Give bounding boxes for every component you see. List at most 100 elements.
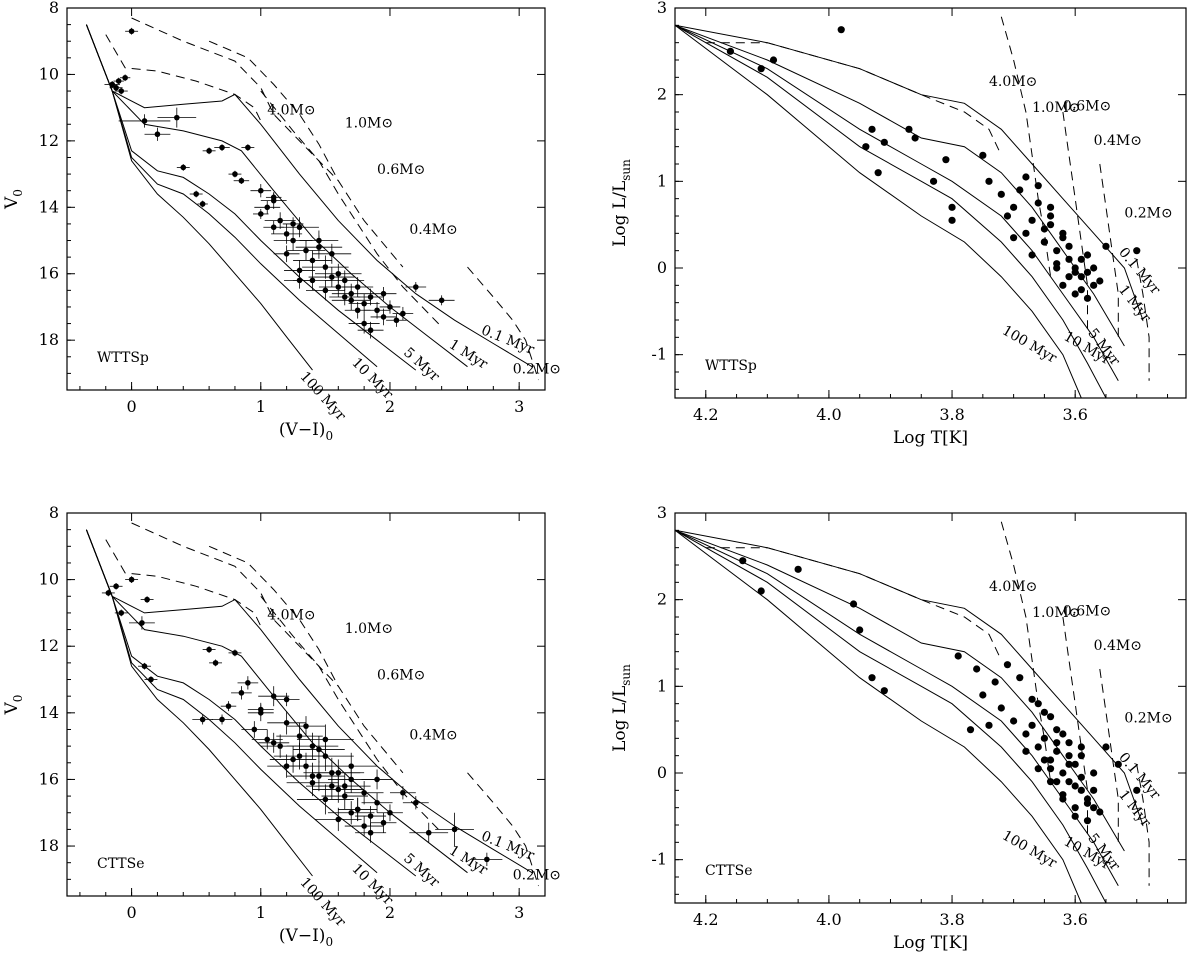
panel-1: 0 1 2 381012141618(V−I)0V04.0M⊙1.0M⊙0.6M⊙0.… — [2, 0, 561, 443]
panel-3-x-tick-label: 3 — [514, 903, 524, 922]
panel-1-data-point — [128, 28, 135, 35]
panel-1-data-point — [413, 284, 419, 290]
panel-4-data-point — [794, 565, 802, 573]
panel-2-data-point — [997, 190, 1005, 198]
panel-2-x-tick-label: 4.2 — [693, 405, 718, 424]
panel-2-mass-label: 4.0M⊙ — [989, 74, 1037, 90]
panel-3-mass-track-3 — [208, 545, 404, 774]
panel-2-data-point — [929, 177, 938, 185]
panel-4-data-point — [1071, 760, 1079, 768]
panel-1-data-point — [238, 177, 245, 184]
panel-4-data-point — [739, 557, 747, 565]
panel-2-data-point — [769, 56, 778, 64]
panel-3: 0 1 2 381012141618(V−I)0V04.0M⊙1.0M⊙0.6M⊙0.… — [2, 503, 561, 949]
panel-3-data-point — [144, 596, 150, 603]
panel-1-y-axis-label-sub: 0 — [11, 189, 25, 197]
panel-4-data-point — [1034, 700, 1042, 708]
panel-2-data-point — [1077, 255, 1085, 263]
panel-2-data-point — [1077, 273, 1085, 281]
panel-2-sample-label: WTTSp — [705, 358, 757, 374]
panel-2-data-point — [1010, 203, 1018, 211]
panel-3-data-point — [380, 819, 387, 826]
panel-1-data-point — [206, 148, 212, 154]
panel-1-data-point — [341, 277, 348, 284]
panel-2-data-point — [837, 26, 845, 34]
panel-1-mass-track-3 — [208, 40, 404, 268]
panel-3-data-point — [374, 776, 380, 783]
panel-4-data-point — [985, 721, 993, 729]
panel-2-data-point — [1022, 229, 1030, 237]
panel-3-data-point — [361, 789, 367, 796]
panel-1-y-axis-label: V0 — [2, 189, 25, 210]
panel-2-mass-track-3 — [1062, 111, 1088, 329]
panel-3-data-point — [264, 736, 271, 743]
panel-2-data-point — [942, 156, 950, 164]
panel-1-mass-label: 4.0M⊙ — [267, 102, 315, 118]
panel-3-data-point — [283, 720, 290, 726]
panel-3-isochrone-2 — [85, 529, 468, 874]
panel-4-data-point — [856, 626, 864, 634]
panel-3-data-point — [219, 716, 225, 723]
panel-3-data-point — [341, 783, 348, 789]
panel-4-data-point — [1096, 808, 1104, 816]
panel-3-data-point — [361, 823, 367, 829]
panel-4-data-point — [1065, 752, 1073, 760]
panel-4-mass-label: 4.0M⊙ — [989, 579, 1037, 595]
panel-2-data-point — [1102, 242, 1110, 250]
panel-3-data-point — [348, 763, 355, 769]
panel-2-data-point — [1133, 247, 1141, 255]
panel-3-data-point — [245, 680, 251, 686]
panel-1-mass-track-5 — [467, 266, 539, 381]
panel-4-data-point — [966, 726, 975, 734]
panel-2-data-point — [1065, 242, 1073, 250]
panel-2-data-point — [1059, 229, 1067, 237]
panel-2-data-point — [1028, 216, 1036, 224]
panel-3-data-point — [425, 829, 432, 836]
panel-1-mass-label: 1.0M⊙ — [345, 116, 393, 132]
panel-1-age-label: 100 Myr — [297, 369, 349, 425]
panel-3-points — [101, 576, 503, 867]
panel-3-x-axis-label-sub: 0 — [325, 935, 333, 949]
panel-1-data-point — [264, 204, 271, 211]
panel-1-isochrone-2 — [85, 24, 468, 368]
panel-1-data-point — [154, 131, 161, 138]
panel-1-data-point — [199, 201, 206, 207]
panel-4-y-tick-label: 0 — [657, 763, 667, 782]
panel-1-data-point — [296, 277, 303, 284]
panel-3-data-point — [270, 740, 277, 746]
panel-4-x-tick-label: 4.0 — [816, 910, 841, 929]
panel-4-x-tick-label: 3.8 — [939, 910, 964, 929]
panel-1-data-point — [316, 237, 322, 244]
panel-4-data-point — [1053, 778, 1061, 786]
panel-2-y-axis-label-sub: sun — [619, 159, 633, 181]
panel-4-data-point — [1077, 752, 1085, 760]
panel-2-data-point — [1090, 264, 1098, 272]
panel-1-isochrone-4 — [85, 24, 378, 368]
panel-3-y-tick-label: 18 — [39, 836, 59, 855]
panel-3-isochrone-3 — [85, 529, 417, 877]
panel-2-y-tick-label: 2 — [657, 85, 667, 104]
panel-3-data-point — [283, 763, 290, 769]
panel-3-data-point — [322, 736, 329, 743]
panel-2-data-point — [979, 151, 987, 159]
panel-3-data-point — [335, 786, 342, 793]
panel-2-isochrone-3 — [675, 24, 1119, 381]
panel-3-data-point — [367, 829, 374, 836]
panel-1-plot-frame — [66, 7, 546, 391]
panel-4-mass-label: 0.4M⊙ — [1094, 638, 1142, 654]
panel-4-data-point — [1059, 730, 1067, 738]
panel-4-data-point — [991, 678, 999, 686]
panel-3-sample-label: CTTSe — [97, 856, 145, 872]
panel-4-y-tick-label: 3 — [657, 503, 667, 522]
panel-1-data-point — [354, 284, 361, 290]
panel-4-y-axis-label: Log L/Lsun — [610, 664, 633, 752]
panel-3-y-tick-label: 14 — [39, 703, 59, 722]
panel-2-data-point — [1046, 212, 1055, 220]
panel-4-data-point — [1077, 773, 1085, 781]
panel-3-data-point — [451, 826, 458, 833]
panel-3-data-point — [212, 660, 219, 666]
panel-1-x-tick-label: 2 — [385, 397, 395, 416]
panel-2-data-point — [948, 216, 956, 224]
panel-3-data-point — [484, 856, 490, 863]
